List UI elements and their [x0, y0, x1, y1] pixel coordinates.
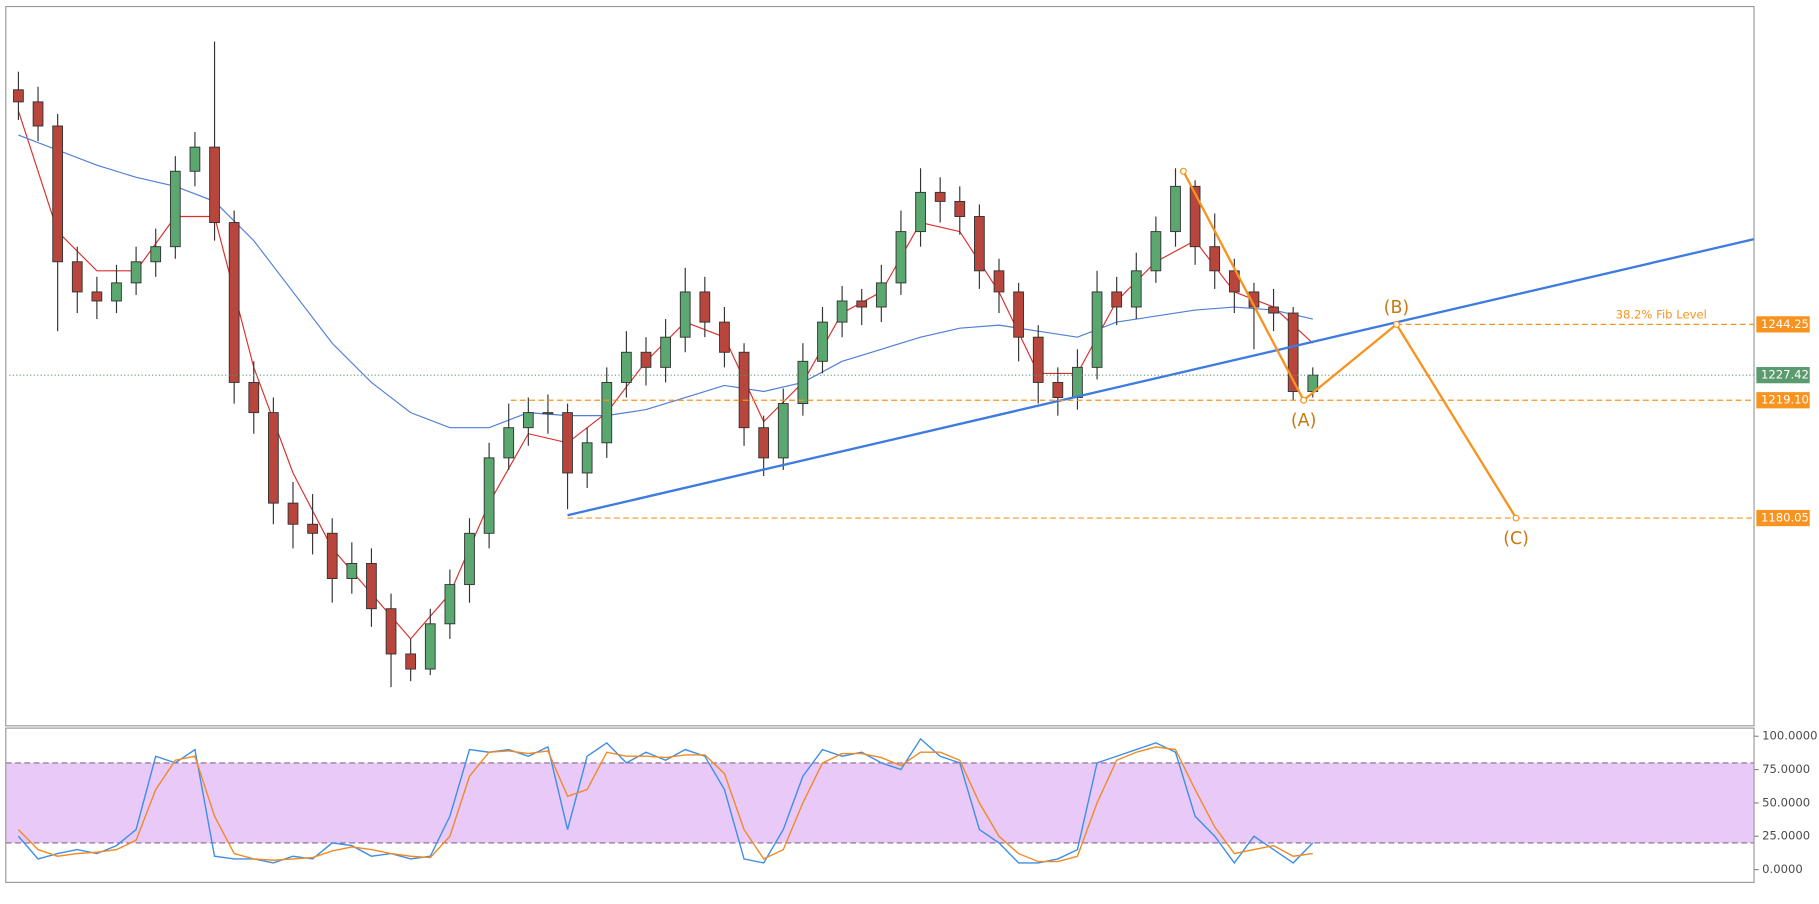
- y-tick-label: 75.0000: [1762, 762, 1810, 776]
- candle-body: [268, 412, 279, 504]
- price-tag: [1756, 392, 1810, 409]
- candle-body: [542, 412, 554, 415]
- candle-body: [1268, 306, 1279, 314]
- candle-body: [954, 200, 966, 217]
- candle-body: [405, 653, 417, 670]
- price-tag-label: 1244.25: [1761, 317, 1809, 331]
- candle-body: [1130, 270, 1142, 308]
- candle-body: [1072, 366, 1083, 398]
- wave-label: (A): [1291, 411, 1316, 431]
- candle-body: [385, 608, 397, 655]
- price-tag-label: 1180.05: [1761, 511, 1809, 525]
- y-tick-label: 25.0000: [1762, 829, 1810, 843]
- candle-body: [1209, 246, 1221, 272]
- candle-body: [974, 216, 985, 272]
- wave-point: [1392, 320, 1400, 328]
- candle-body: [464, 532, 475, 586]
- candle-body: [248, 381, 260, 414]
- price-tag-label: 1227.42: [1761, 368, 1809, 382]
- wave-path: [1182, 170, 1518, 519]
- candle-body: [856, 300, 868, 308]
- candle-body: [366, 563, 377, 610]
- candle-body: [758, 427, 770, 459]
- candle-body: [934, 191, 946, 202]
- marks: [13, 41, 1319, 865]
- stoch-band: [5, 762, 1755, 843]
- candle-body: [660, 336, 671, 368]
- level-label: 38.2% Fib Level: [1616, 308, 1707, 322]
- candle-body: [1287, 312, 1299, 392]
- candle-body: [189, 146, 201, 172]
- wave-point: [1512, 514, 1520, 522]
- candle-body: [150, 246, 162, 263]
- candle-body: [836, 300, 848, 323]
- candle-body: [346, 563, 358, 580]
- candle-body: [71, 261, 83, 293]
- trendline: [567, 238, 1755, 517]
- overlays: 38.2% Fib Level (A) (B) (C): [9, 167, 1755, 549]
- candle-body: [52, 125, 64, 263]
- candle-body: [169, 170, 181, 248]
- stoch-line: [17, 746, 1313, 863]
- candle-body: [1091, 291, 1103, 368]
- candle-body: [1150, 231, 1162, 272]
- candle-body: [228, 222, 240, 383]
- candle-body: [875, 282, 887, 308]
- candle-body: [483, 457, 495, 534]
- y-tick-label: 100.0000: [1762, 729, 1817, 743]
- candle-body: [209, 146, 220, 224]
- wave-label: (C): [1503, 529, 1529, 549]
- candle-body: [130, 261, 142, 284]
- wave-point: [1300, 396, 1308, 404]
- candle-body: [621, 351, 632, 383]
- candle-body: [895, 231, 907, 284]
- price-panel-frame: [5, 5, 1755, 727]
- stoch-panel-frame: [5, 727, 1755, 883]
- candle-body: [522, 412, 534, 429]
- price-tag: [1756, 367, 1810, 384]
- grid: [5, 762, 1755, 844]
- candle-body: [738, 351, 750, 429]
- candle-body: [424, 623, 436, 670]
- price-tag-label: 1219.10: [1761, 393, 1809, 407]
- axes: 1244.25 1219.10 1180.05 1227.42 0.0000 25.000…: [1754, 316, 1817, 876]
- candle-body: [601, 381, 613, 444]
- stoch-line: [17, 737, 1314, 865]
- y-tick-label: 50.0000: [1762, 795, 1810, 809]
- candle-body: [640, 351, 652, 368]
- candle-body: [91, 291, 103, 302]
- wave-label: (B): [1384, 298, 1410, 318]
- candle-body: [1032, 336, 1044, 383]
- wave-point: [1179, 167, 1187, 175]
- candle-body: [1052, 381, 1064, 398]
- candle-body: [1170, 185, 1181, 233]
- candle-body: [993, 270, 1005, 293]
- candle-body: [719, 321, 730, 353]
- candle-body: [1189, 185, 1201, 248]
- candle-body: [797, 360, 809, 405]
- candle-body: [503, 427, 515, 459]
- candle-body: [111, 282, 122, 302]
- price-tag: [1756, 509, 1810, 527]
- candle-body: [817, 321, 828, 362]
- candle-body: [13, 89, 24, 103]
- candle-body: [32, 101, 44, 127]
- candle-body: [562, 412, 573, 474]
- candle-body: [287, 502, 299, 525]
- candle-body: [581, 442, 593, 474]
- y-tick-label: 0.0000: [1762, 862, 1803, 876]
- candle-body: [915, 191, 926, 233]
- candle-body: [307, 523, 318, 534]
- candle-body: [326, 532, 338, 580]
- candle-body: [1111, 291, 1123, 308]
- candle-body: [1013, 291, 1024, 338]
- candle-body: [679, 291, 691, 338]
- candle-body: [444, 584, 456, 625]
- price-tag: [1756, 316, 1810, 333]
- candle-body: [777, 403, 789, 459]
- candle-body: [699, 291, 711, 323]
